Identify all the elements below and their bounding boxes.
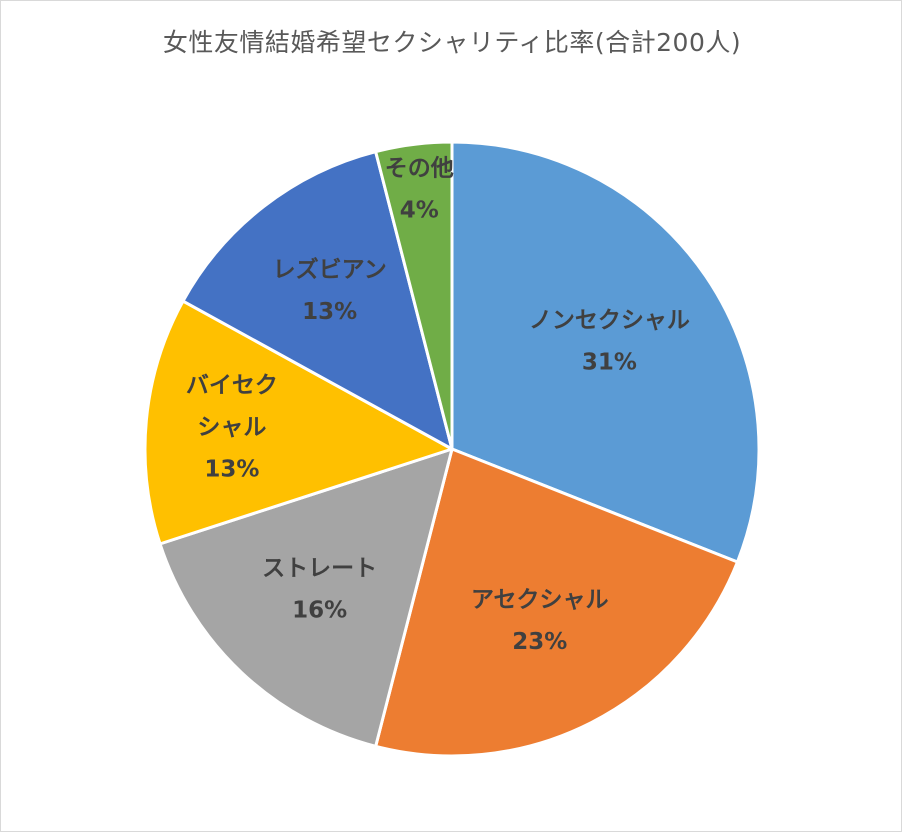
chart-title: 女性友情結婚希望セクシャリティ比率(合計200人) — [162, 28, 742, 57]
data-label-category-asexual: アセクシャル — [471, 587, 609, 613]
pie-slice-bisexual — [143, 299, 454, 546]
data-label-category-bisexual: シャル — [197, 415, 266, 441]
data-label-category-nonsexual: ノンセクシャル — [529, 308, 690, 334]
data-label-value-straight: 16% — [292, 598, 347, 624]
data-label-value-bisexual: 13% — [204, 457, 259, 483]
data-label-category-other: その他 — [385, 156, 454, 182]
data-label-value-other: 4% — [400, 198, 439, 224]
pie-slice-straight — [158, 447, 454, 748]
data-label-category-lesbian: レズビアン — [273, 256, 387, 283]
data-label-value-asexual: 23% — [512, 629, 567, 655]
data-label-category-bisexual: バイセク — [186, 373, 278, 399]
pie-slice-nonsexual — [450, 140, 761, 564]
pie-slice-asexual — [374, 447, 739, 758]
pie-slice-other — [374, 140, 454, 451]
data-label-value-lesbian: 13% — [302, 299, 357, 325]
data-label-category-straight: ストレート — [262, 556, 377, 582]
pie-slice-lesbian — [181, 150, 454, 451]
data-label-value-nonsexual: 31% — [582, 350, 637, 376]
